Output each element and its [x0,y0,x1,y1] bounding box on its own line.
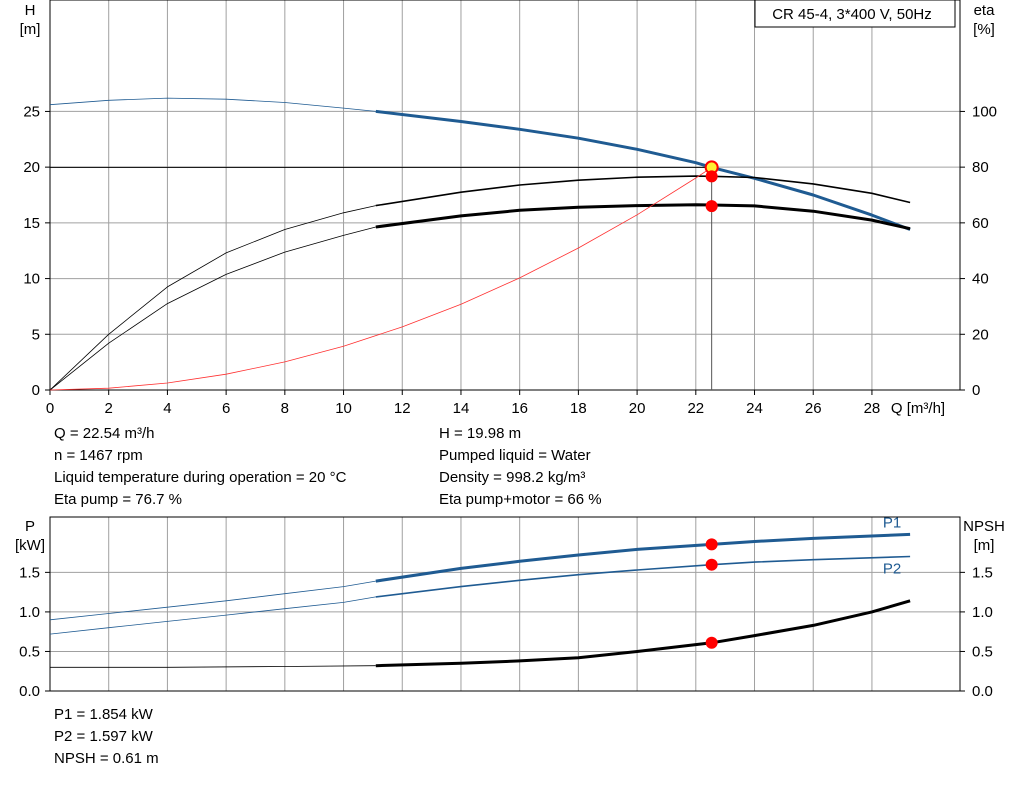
upper-right-tick-label: 100 [972,103,997,120]
lower-left-tick-label: 1.0 [19,604,40,621]
lower-right-tick-label: 1.5 [972,564,993,581]
lower-frame [49,516,961,692]
upper-x-tick-label: 8 [281,400,289,417]
info-speed: n = 1467 rpm [54,447,143,464]
info-p2: P2 = 1.597 kW [54,728,153,745]
upper-left-tick-label: 5 [32,326,40,343]
lower-right-axis-unit: [m] [974,537,995,554]
lower-right-tick-label: 0.0 [972,683,993,700]
upper-operating-marker [705,200,718,213]
upper-x-tick-label: 14 [453,400,470,417]
upper-right-axis-unit: [%] [973,21,995,38]
upper-x-tick-label: 4 [163,400,171,417]
info-pumped-liquid: Pumped liquid = Water [439,447,591,464]
lower-right-tick-label: 1.0 [972,604,993,621]
upper-left-tick-label: 25 [23,103,40,120]
info-flow: Q = 22.54 m³/h [54,425,155,442]
upper-x-tick-label: 0 [46,400,54,417]
upper-x-tick-label: 28 [864,400,881,417]
lower-info: P1 = 1.854 kW P2 = 1.597 kW NPSH = 0.61 … [54,704,159,770]
info-eta-pump-motor: Eta pump+motor = 66 % [439,491,602,508]
upper-series-2 [49,226,376,391]
upper-left-tick-label: 20 [23,159,40,176]
upper-series-0 [49,97,376,112]
upper-left-axis-unit: [m] [20,21,41,38]
lower-series-3 [375,555,911,598]
lower-left-tick-label: 1.5 [19,564,40,581]
upper-x-tick-label: 22 [687,400,704,417]
upper-right-tick-label: 0 [972,382,980,399]
upper-left-axis-title: H [25,2,36,19]
lower-operating-marker [705,636,718,649]
info-npsh: NPSH = 0.61 m [54,750,159,767]
lower-operating-marker [705,538,718,551]
upper-x-tick-label: 16 [511,400,528,417]
lower-series-1 [375,532,911,583]
upper-info-left: Q = 22.54 m³/h n = 1467 rpm Liquid tempe… [54,423,346,511]
lower-series-2 [49,596,376,635]
upper-series-4 [49,205,376,391]
upper-x-tick-label: 2 [105,400,113,417]
upper-frame [49,0,961,391]
upper-x-tick-label: 6 [222,400,230,417]
lower-right-tick-label: 0.5 [972,643,993,660]
info-head: H = 19.98 m [439,425,522,442]
x-axis-title: Q [m³/h] [891,400,945,417]
upper-left-tick-label: 0 [32,382,40,399]
lower-series-5 [375,599,911,668]
info-p1: P1 = 1.854 kW [54,706,153,723]
upper-x-tick-label: 12 [394,400,411,417]
upper-operating-marker [705,170,718,183]
upper-right-tick-label: 40 [972,271,989,288]
series-label-p1: P1 [883,514,901,531]
upper-x-tick-label: 18 [570,400,587,417]
upper-x-tick-label: 10 [335,400,352,417]
upper-right-axis-title: eta [974,2,996,19]
title-box [754,0,956,28]
upper-right-tick-label: 20 [972,326,989,343]
lower-operating-marker [705,558,718,571]
lower-series-4 [50,665,376,668]
chart-title: CR 45-4, 3*400 V, 50Hz [772,6,932,23]
lower-right-axis-title: NPSH [963,518,1005,535]
upper-series-3 [375,203,911,231]
upper-x-tick-label: 26 [805,400,822,417]
lower-series-0 [49,580,376,621]
lower-left-tick-label: 0.5 [19,643,40,660]
upper-right-tick-label: 80 [972,159,989,176]
lower-left-tick-label: 0.0 [19,683,40,700]
info-liquid-temperature: Liquid temperature during operation = 20… [54,469,347,486]
lower-left-axis-unit: [kW] [15,537,45,554]
upper-x-tick-label: 20 [629,400,646,417]
info-eta-pump: Eta pump = 76.7 % [54,491,182,508]
upper-left-tick-label: 15 [23,215,40,232]
upper-info-right: H = 19.98 m Pumped liquid = Water Densit… [439,423,602,511]
upper-right-tick-label: 60 [972,215,989,232]
info-density: Density = 998.2 kg/m³ [439,469,586,486]
upper-series-6 [49,167,712,391]
series-label-p2: P2 [883,561,901,578]
upper-left-tick-label: 10 [23,271,40,288]
upper-series-5 [375,175,911,207]
upper-x-tick-label: 24 [746,400,763,417]
upper-series-1 [375,109,911,231]
lower-left-axis-title: P [25,518,35,535]
